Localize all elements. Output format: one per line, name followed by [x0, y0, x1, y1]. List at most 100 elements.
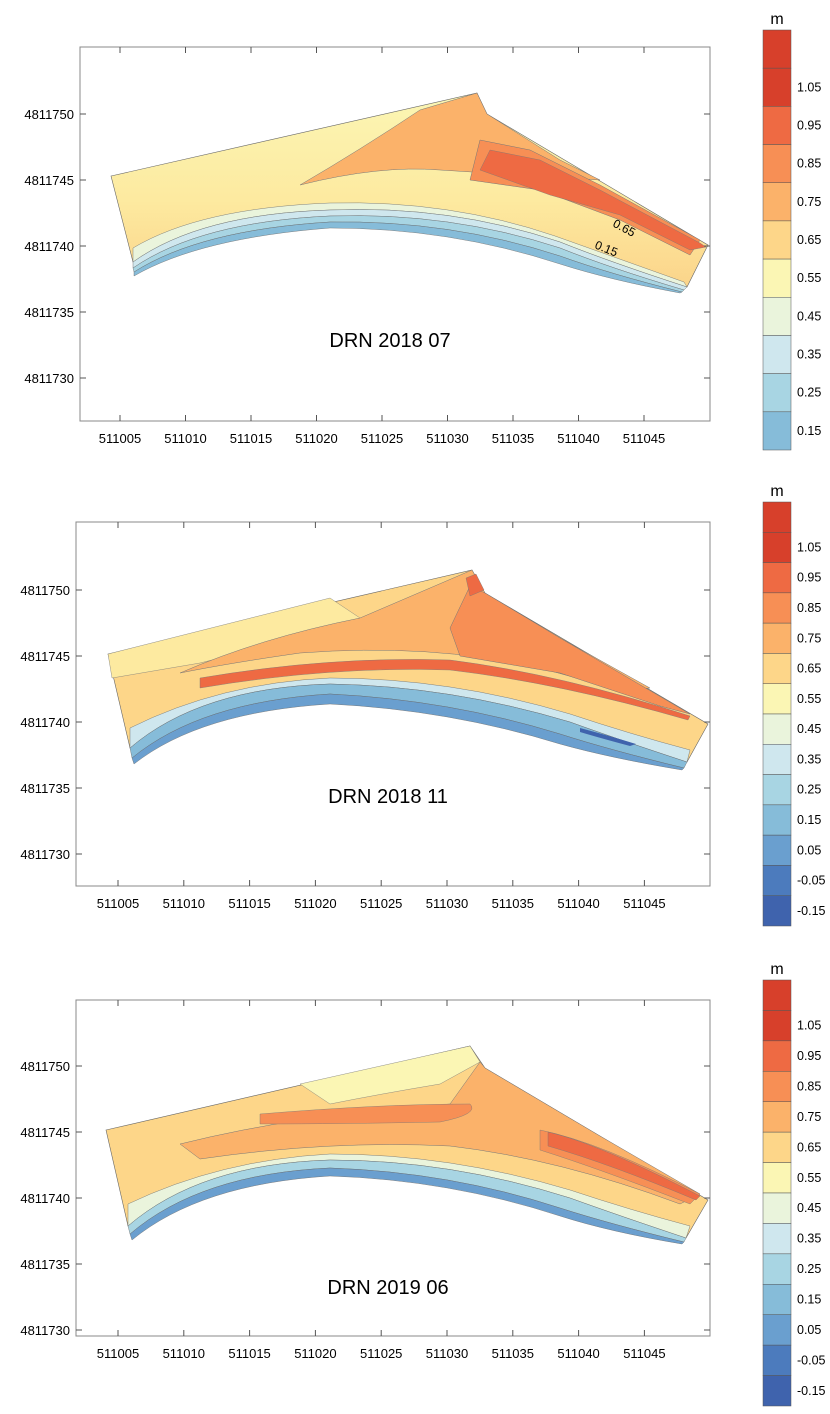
- contour-band: [129, 1167, 685, 1245]
- colorbar-swatch: [762, 258, 792, 298]
- y-axis: 4811750 4811745 4811740 4811735 4811730: [24, 107, 710, 386]
- colorbar-swatch: [762, 411, 792, 451]
- x-tick-label: 511040: [557, 1346, 599, 1361]
- y-tick-label: 4811745: [20, 649, 70, 664]
- x-tick-label: 511035: [492, 896, 534, 911]
- y-tick-label: 4811740: [20, 1191, 70, 1206]
- colorbar-tick-label: 0.65: [797, 233, 821, 247]
- x-tick-label: 511015: [228, 1346, 270, 1361]
- colorbar-tick-label: 0.05: [797, 1323, 821, 1337]
- colorbar-tick-label: 0.95: [797, 118, 821, 132]
- colorbar-swatch: [762, 1375, 792, 1407]
- colorbar-swatch: [762, 1101, 792, 1133]
- contour-band: [199, 659, 691, 721]
- panel-title: DRN 2018 11: [328, 786, 448, 808]
- colorbar-unit: m: [770, 961, 783, 978]
- colorbar-swatch: [762, 1253, 792, 1285]
- colorbar-tick-label: 0.85: [797, 1080, 821, 1094]
- colorbar-tick-label: -0.15: [797, 1384, 826, 1398]
- colorbar-swatch: [762, 774, 792, 806]
- colorbar-swatch: [762, 29, 792, 69]
- colorbar-swatch: [762, 653, 792, 684]
- colorbar-swatch: [762, 895, 792, 927]
- colorbar-swatch: [762, 182, 792, 222]
- x-tick-label: 511020: [294, 1346, 336, 1361]
- colorbar-swatch: [762, 1162, 792, 1194]
- colorbar-tick-label: 0.85: [797, 601, 821, 615]
- map-panel-2018-11: DRN 2018 11 4811750 4811745 4811740 4811735…: [0, 478, 830, 948]
- contour-band: [133, 221, 683, 294]
- colorbar-swatch: [762, 1040, 792, 1072]
- x-tick-label: 511025: [360, 1346, 402, 1361]
- colorbar-tick-label: 0.75: [797, 631, 821, 645]
- colorbar-swatch: [762, 1071, 792, 1102]
- colorbar-swatch: [762, 106, 792, 145]
- colorbar-swatch: [762, 1192, 792, 1224]
- colorbar-swatch: [762, 744, 792, 775]
- colorbar-tick-label: 1.05: [797, 540, 821, 554]
- colorbar-tick-label: 0.15: [797, 813, 821, 827]
- colorbar-tick-label: 0.45: [797, 1201, 821, 1215]
- contour-band: [479, 149, 707, 251]
- contour-band: [465, 573, 485, 597]
- x-tick-label: 511045: [623, 896, 665, 911]
- colorbar-tick-label: 0.55: [797, 271, 821, 285]
- y-tick-label: 4811730: [20, 847, 70, 862]
- x-tick-label: 511030: [426, 431, 468, 446]
- map-panel-2019-06: DRN 2019 06 4811750 4811745 4811740 4811735…: [0, 954, 830, 1414]
- y-tick-label: 4811750: [20, 1059, 70, 1074]
- colorbar-tick-label: 0.25: [797, 783, 821, 797]
- contour-band: [299, 1045, 481, 1105]
- x-tick-label: 511015: [230, 431, 272, 446]
- x-tick-label: 511020: [294, 896, 336, 911]
- colorbar-tick-label: 0.35: [797, 752, 821, 766]
- colorbar-swatch: [762, 532, 792, 563]
- colorbar-swatch: [762, 297, 792, 336]
- colorbar-swatch: [762, 979, 792, 1011]
- colorbar: m 1.05 0.95 0.85 0.75 0.65 0.55 0.45 0.35 0.25 0.1…: [762, 483, 826, 927]
- x-axis: 511005 511010 511015 511020 511025 511030 5110…: [99, 47, 665, 446]
- y-tick-label: 4811735: [20, 1257, 70, 1272]
- colorbar-tick-label: 0.25: [797, 1262, 821, 1276]
- colorbar-tick-label: 0.05: [797, 843, 821, 857]
- x-tick-label: 511025: [360, 896, 402, 911]
- colorbar-swatch: [762, 713, 792, 745]
- colorbar-tick-label: 0.65: [797, 1140, 821, 1154]
- y-tick-label: 4811750: [20, 583, 70, 598]
- colorbar-tick-label: 0.55: [797, 692, 821, 706]
- colorbar-tick-label: 0.75: [797, 195, 821, 209]
- colorbar-tick-label: 0.35: [797, 348, 821, 362]
- x-tick-label: 511025: [361, 431, 403, 446]
- map-panel-2018-07: 0.65 0.15 DRN 2018 07 4811750 4811745 4811…: [0, 0, 830, 470]
- colorbar-swatch: [762, 834, 792, 866]
- colorbar-swatch: [762, 865, 792, 896]
- colorbar-tick-label: 0.15: [797, 1293, 821, 1307]
- colorbar-tick-label: -0.05: [797, 874, 826, 888]
- x-tick-label: 511020: [295, 431, 337, 446]
- colorbar-tick-label: 1.05: [797, 80, 821, 94]
- x-tick-label: 511045: [623, 431, 665, 446]
- x-tick-label: 511005: [99, 431, 141, 446]
- colorbar-tick-label: 0.15: [797, 424, 821, 438]
- y-tick-label: 4811730: [20, 1323, 70, 1338]
- colorbar-swatch: [762, 622, 792, 654]
- y-tick-label: 4811740: [24, 239, 74, 254]
- panel-title: DRN 2019 06: [327, 1277, 448, 1299]
- colorbar-swatch: [762, 1223, 792, 1255]
- y-tick-label: 4811745: [24, 173, 74, 188]
- colorbar-swatch: [762, 592, 792, 624]
- colorbar-unit: m: [770, 483, 783, 500]
- colorbar-tick-label: 0.85: [797, 157, 821, 171]
- y-tick-label: 4811730: [24, 371, 74, 386]
- x-axis: 511005 511010 511015 511020 511025 511030 5110…: [97, 522, 666, 911]
- map-panel-svg: DRN 2019 06 4811750 4811745 4811740 4811735…: [20, 961, 826, 1407]
- colorbar-swatch: [762, 1284, 792, 1315]
- x-tick-label: 511045: [623, 1346, 665, 1361]
- x-tick-label: 511010: [163, 1346, 205, 1361]
- contour-band: [580, 728, 636, 746]
- colorbar-swatch: [762, 373, 792, 413]
- y-tick-label: 4811750: [24, 107, 74, 122]
- x-tick-label: 511035: [492, 1346, 534, 1361]
- colorbar-unit: m: [770, 11, 783, 28]
- x-tick-label: 511010: [164, 431, 206, 446]
